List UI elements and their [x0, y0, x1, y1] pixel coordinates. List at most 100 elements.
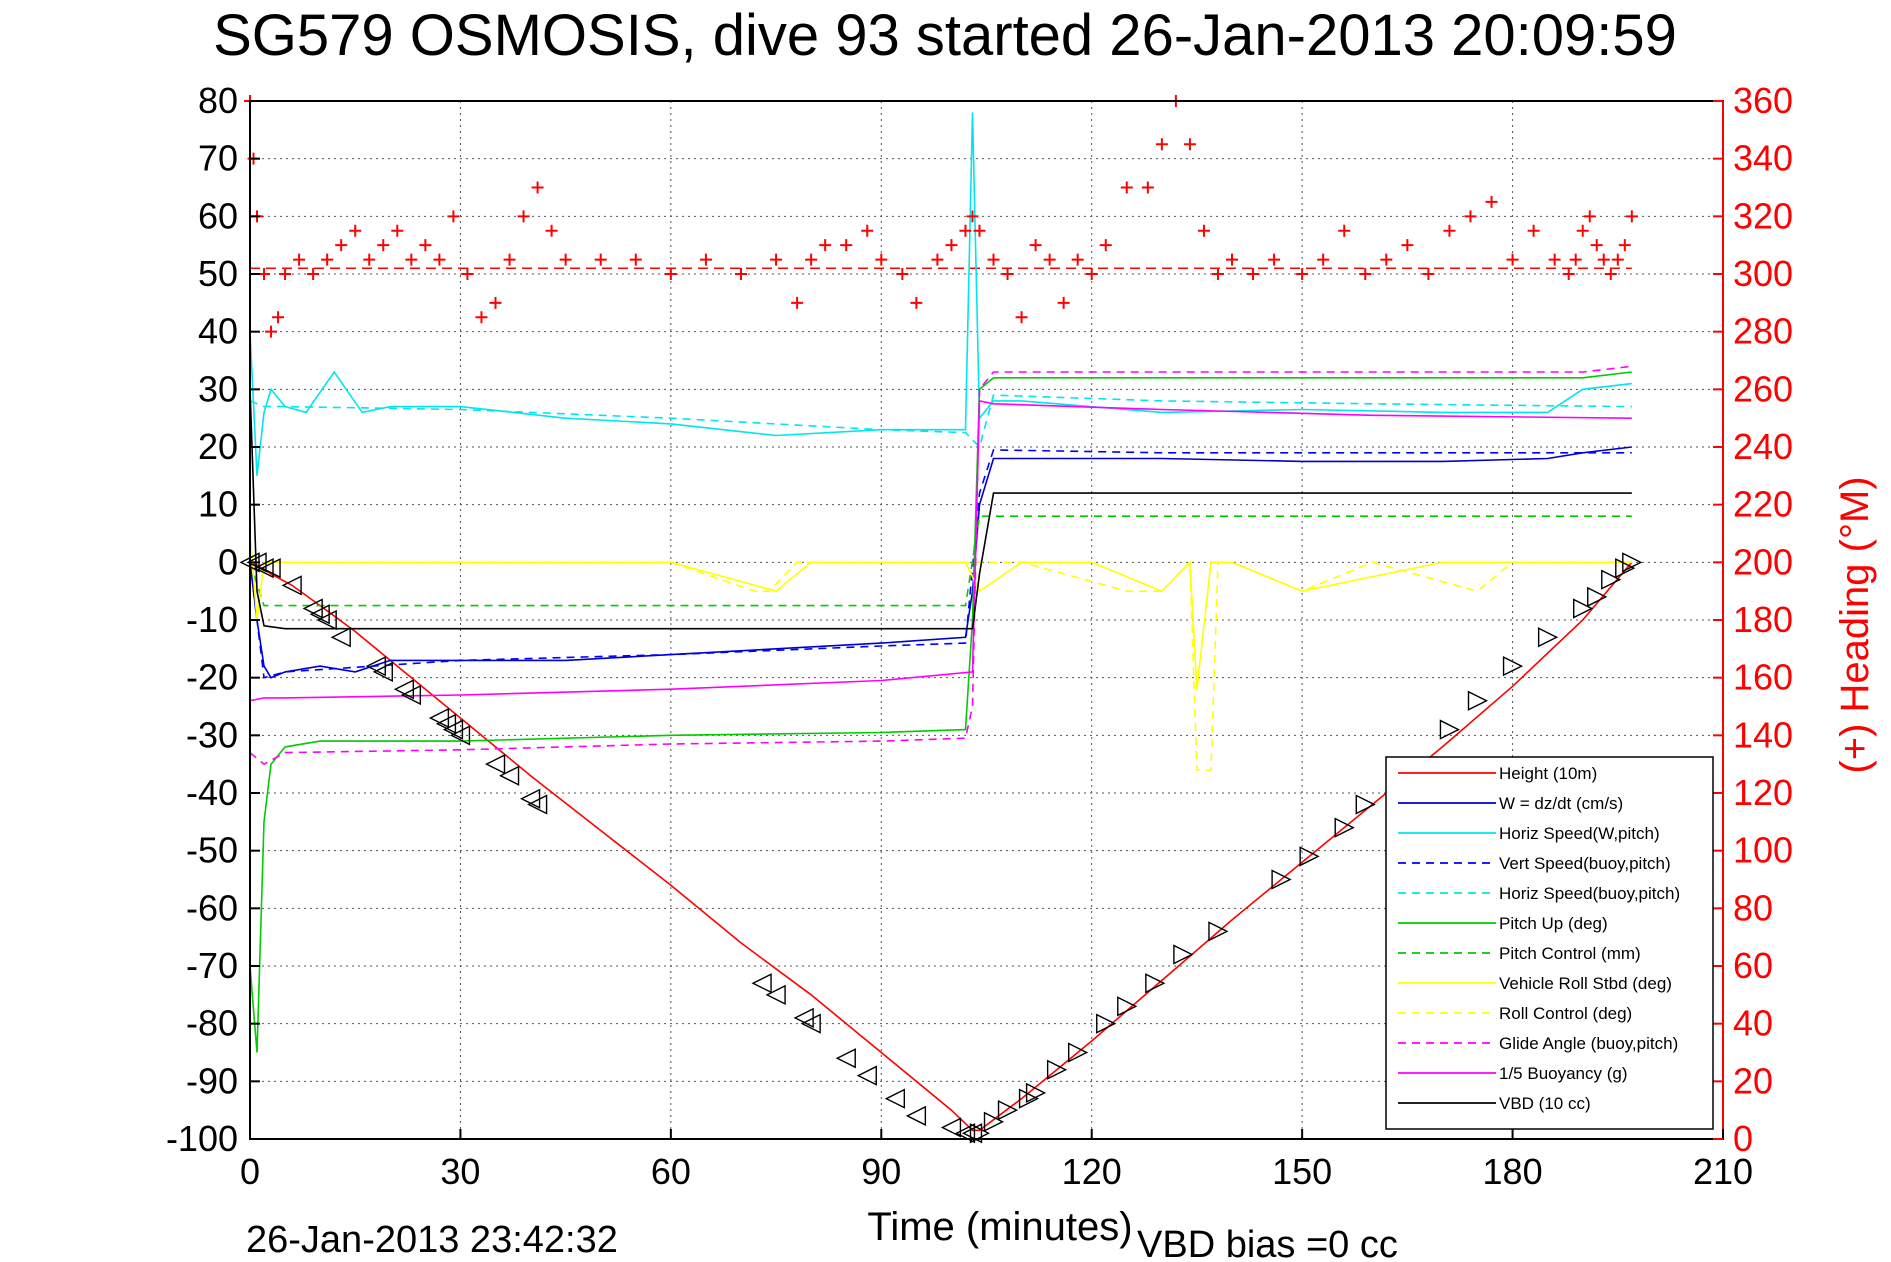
x-axis-label: Time (minutes) [867, 1205, 1132, 1249]
y-tick-label: 60 [198, 195, 238, 236]
depth-marker [1145, 973, 1166, 994]
heading-marker [791, 296, 804, 309]
depth-marker [1208, 921, 1229, 942]
y-tick-label: -20 [186, 657, 238, 698]
heading-marker [461, 268, 474, 280]
heading-marker [1085, 268, 1098, 280]
depth-marker [905, 1105, 927, 1127]
heading-marker [1464, 210, 1477, 223]
heading-marker [1583, 210, 1596, 223]
legend-label: Vehicle Roll Stbd (deg) [1499, 974, 1672, 993]
heading-marker [559, 253, 572, 266]
heading-marker [1211, 268, 1224, 280]
depth-marker [253, 557, 274, 579]
heading-marker [1296, 268, 1309, 280]
right-y-tick-label: 80 [1733, 887, 1773, 928]
right-y-axis-ticks: 3603403203002802602402202001801601401201… [1713, 80, 1793, 1159]
depth-marker [1018, 1088, 1040, 1109]
heading-marker [699, 253, 712, 266]
heading-marker [945, 239, 958, 252]
x-tick-label: 120 [1062, 1151, 1122, 1192]
heading-marker [433, 253, 446, 266]
depth-marker [751, 973, 772, 994]
heading-marker [910, 296, 923, 309]
series-height-10m [249, 561, 1633, 1132]
heading-marker [1618, 239, 1631, 252]
depth-marker [1502, 656, 1524, 677]
heading-marker [1569, 253, 1582, 266]
series-pitch-up-deg [249, 371, 1632, 1053]
series-w-dz-dt-cm-s [249, 446, 1632, 679]
right-y-tick-label: 240 [1733, 426, 1793, 467]
right-y-axis-label: (+) Heading (°M) [1833, 476, 1877, 773]
right-y-tick-label: 300 [1733, 253, 1793, 294]
legend-label: Pitch Up (deg) [1499, 914, 1608, 933]
heading-marker [1197, 224, 1210, 237]
right-y-tick-label: 200 [1733, 541, 1793, 582]
heading-marker [1120, 181, 1133, 194]
y-tick-label: 40 [198, 311, 238, 352]
heading-marker [405, 253, 418, 266]
legend-label: Pitch Control (mm) [1499, 944, 1641, 963]
right-y-tick-label: 180 [1733, 599, 1793, 640]
heading-marker [545, 224, 558, 237]
depth-marker [765, 984, 786, 1005]
y-tick-label: 0 [218, 541, 238, 582]
x-tick-label: 30 [440, 1151, 480, 1192]
right-y-tick-label: 220 [1733, 484, 1793, 525]
heading-marker [861, 224, 874, 237]
heading-marker [1422, 268, 1435, 280]
heading-marker [293, 253, 306, 266]
heading-marker [307, 268, 320, 280]
depth-marker [835, 1048, 856, 1069]
right-y-tick-label: 260 [1733, 368, 1793, 409]
heading-marker [1611, 253, 1624, 266]
heading-marker [1317, 253, 1330, 266]
depth-marker [330, 627, 351, 648]
right-y-tick-label: 360 [1733, 80, 1793, 121]
heading-marker [1380, 253, 1393, 266]
heading-marker [1576, 224, 1589, 237]
y-tick-label: 70 [198, 138, 238, 179]
y-tick-label: -60 [186, 887, 238, 928]
heading-marker [391, 224, 404, 237]
depth-marker [449, 725, 471, 746]
footer-vbd-bias: VBD bias =0 cc [1137, 1224, 1398, 1262]
y-tick-label: -70 [186, 945, 238, 986]
heading-marker [363, 253, 376, 266]
depth-marker [1587, 586, 1608, 608]
heading-marker [819, 239, 832, 252]
heading-marker [770, 253, 783, 266]
depth-marker [1271, 869, 1292, 890]
depth-marker [1046, 1059, 1068, 1080]
series-vert-speed-buoy-pitch [249, 449, 1632, 679]
heading-marker [1001, 268, 1014, 280]
legend-label: Glide Angle (buoy,pitch) [1499, 1034, 1678, 1053]
heading-marker [1359, 268, 1372, 280]
heading-marker [1155, 138, 1168, 151]
x-tick-label: 0 [240, 1151, 260, 1192]
right-y-tick-label: 100 [1733, 830, 1793, 871]
legend-label: VBD (10 cc) [1499, 1094, 1591, 1113]
series-1-5-buoyancy-g [249, 399, 1632, 702]
heading-marker [517, 210, 530, 223]
heading-marker [1590, 239, 1603, 252]
heading-marker [664, 268, 677, 280]
x-tick-label: 60 [651, 1151, 691, 1192]
x-tick-label: 210 [1693, 1151, 1753, 1192]
depth-marker [940, 1117, 962, 1138]
depth-marker [1334, 817, 1355, 838]
y-tick-label: -100 [166, 1118, 238, 1159]
heading-marker [258, 268, 271, 280]
legend-label: Roll Control (deg) [1499, 1004, 1632, 1023]
x-axis-ticks: 0 30 60 90 120 150 180 210 [240, 1129, 1753, 1192]
depth-marker [527, 794, 548, 815]
depth-marker [1439, 719, 1461, 740]
heading-marker [1338, 224, 1351, 237]
depth-marker [498, 765, 520, 786]
heading-marker [629, 253, 642, 266]
heading-marker [987, 253, 1000, 266]
y-tick-label: -50 [186, 830, 238, 871]
heading-marker [321, 253, 334, 266]
